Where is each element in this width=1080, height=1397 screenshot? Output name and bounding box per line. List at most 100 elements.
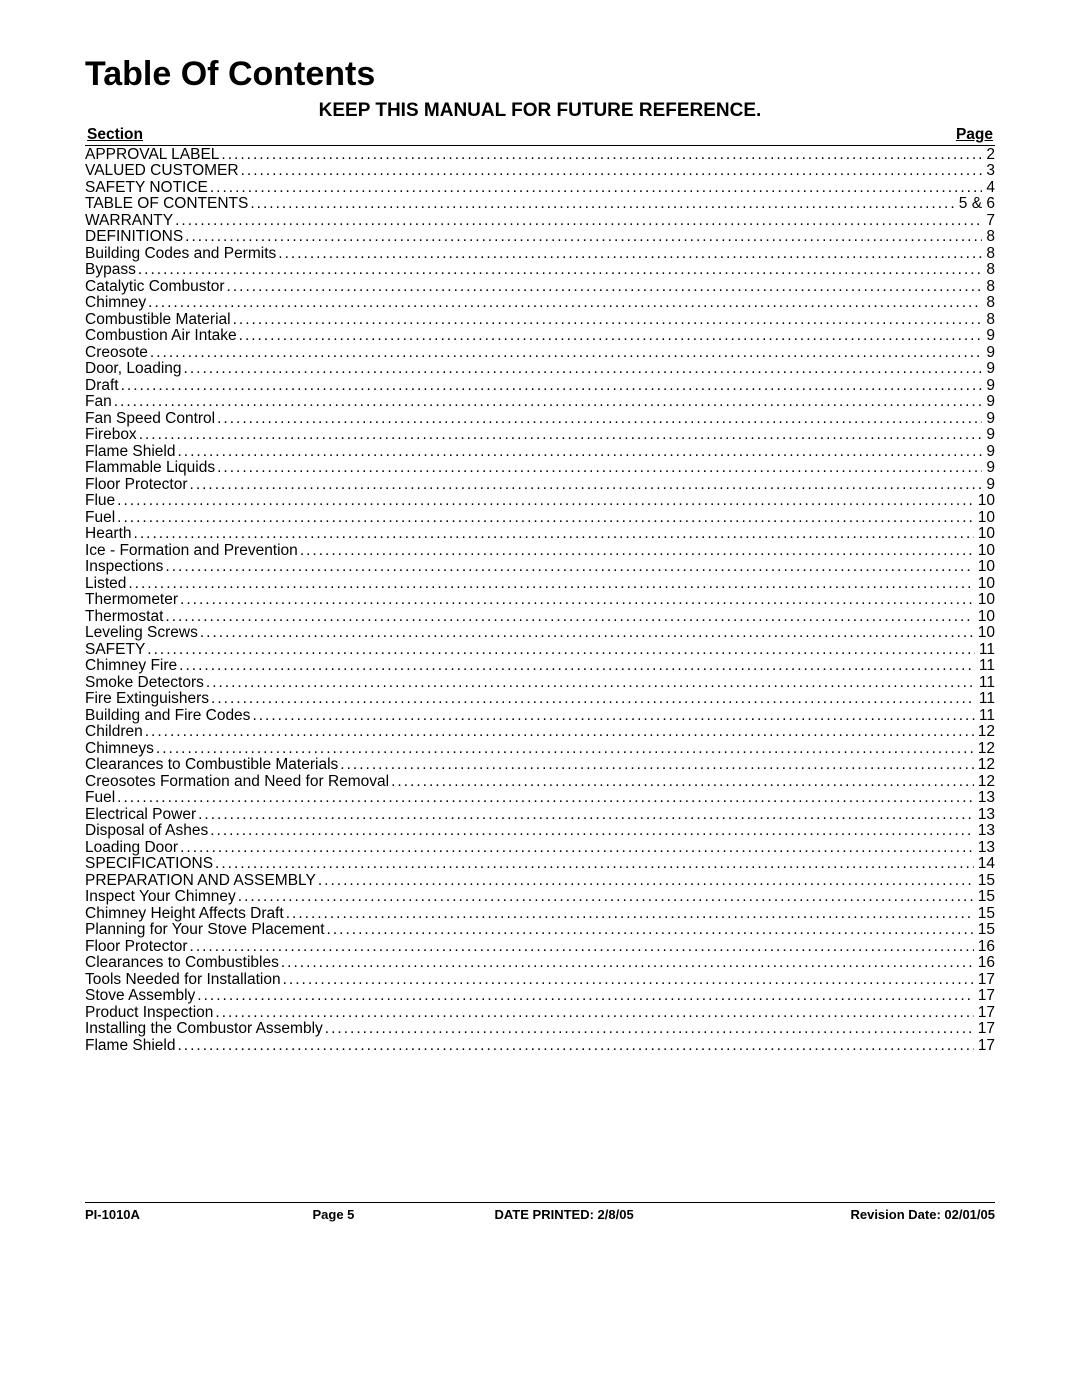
toc-page-number: 9 — [982, 328, 995, 344]
toc-label: Floor Protector — [85, 477, 188, 493]
toc-leader-dots — [281, 972, 974, 988]
toc-label: Building Codes and Permits — [85, 246, 276, 262]
toc-leader-dots — [213, 856, 974, 872]
toc-row: Flame Shield 17 — [85, 1037, 995, 1054]
toc-label: TABLE OF CONTENTS — [85, 196, 248, 212]
toc-row: Floor Protector16 — [85, 938, 995, 955]
toc-page-number: 10 — [974, 592, 995, 608]
toc-page-number: 14 — [974, 856, 995, 872]
toc-leader-dots — [208, 823, 974, 839]
toc-label: Chimney — [85, 295, 146, 311]
toc-page-number: 9 — [982, 411, 995, 427]
toc-row: Fan Speed Control9 — [85, 410, 995, 427]
toc-leader-dots — [178, 840, 974, 856]
toc-header-row: Section Page — [85, 126, 995, 146]
toc-row: Thermostat10 — [85, 608, 995, 625]
toc-row: Clearances to Combustible Materials12 — [85, 757, 995, 774]
toc-row: Firebox9 — [85, 427, 995, 444]
toc-row: Leveling Screws10 — [85, 625, 995, 642]
toc-row: DEFINITIONS8 — [85, 229, 995, 246]
toc-label: WARRANTY — [85, 213, 173, 229]
toc-label: Thermostat — [85, 609, 163, 625]
toc-page-number: 11 — [975, 675, 995, 691]
toc-row: Door, Loading9 — [85, 361, 995, 378]
toc-leader-dots — [215, 460, 982, 476]
toc-row: WARRANTY7 — [85, 212, 995, 229]
toc-leader-dots — [316, 873, 974, 889]
toc-page-number: 8 — [982, 312, 995, 328]
toc-leader-dots — [196, 807, 974, 823]
toc-page-number: 10 — [974, 576, 995, 592]
toc-leader-dots — [323, 1021, 974, 1037]
toc-row: PREPARATION AND ASSEMBLY15 — [85, 872, 995, 889]
toc-leader-dots — [188, 477, 983, 493]
toc-page-number: 15 — [974, 906, 995, 922]
toc-label: SAFETY NOTICE — [85, 180, 208, 196]
toc-page-number: 17 — [974, 1038, 995, 1054]
toc-row: Chimneys12 — [85, 740, 995, 757]
toc-page-number: 17 — [974, 1021, 995, 1037]
toc-leader-dots — [279, 955, 974, 971]
toc-page-number: 15 — [974, 922, 995, 938]
toc-label: SAFETY — [85, 642, 145, 658]
toc-leader-dots — [338, 757, 973, 773]
toc-page-number: 12 — [974, 774, 995, 790]
toc-label: Listed — [85, 576, 126, 592]
toc-leader-dots — [154, 741, 974, 757]
toc-leader-dots — [177, 658, 975, 674]
toc-leader-dots — [239, 163, 983, 179]
toc-label: SPECIFICATIONS — [85, 856, 213, 872]
toc-label: Draft — [85, 378, 119, 394]
toc-row: Combustion Air Intake9 — [85, 328, 995, 345]
toc-leader-dots — [236, 889, 974, 905]
toc-row: Draft9 — [85, 377, 995, 394]
toc-leader-dots — [175, 1038, 973, 1054]
toc-row: Creosotes Formation and Need for Removal… — [85, 773, 995, 790]
toc-leader-dots — [188, 939, 974, 955]
toc-page-number: 10 — [974, 625, 995, 641]
toc-page-number: 17 — [974, 1005, 995, 1021]
toc-leader-dots — [173, 213, 982, 229]
toc-row: Smoke Detectors11 — [85, 674, 995, 691]
toc-leader-dots — [284, 906, 974, 922]
toc-page-number: 8 — [982, 246, 995, 262]
toc-row: Building Codes and Permits 8 — [85, 245, 995, 262]
footer-printed: DATE PRINTED: 2/8/05 — [495, 1207, 768, 1222]
page-footer: PI-1010A Page 5 DATE PRINTED: 2/8/05 Rev… — [85, 1202, 995, 1222]
toc-page-number: 13 — [974, 840, 995, 856]
toc-page-number: 16 — [974, 939, 995, 955]
toc-page-number: 11 — [975, 642, 995, 658]
toc-leader-dots — [115, 510, 974, 526]
toc-row: Disposal of Ashes13 — [85, 823, 995, 840]
toc-label: Chimney Fire — [85, 658, 177, 674]
toc-label: Planning for Your Stove Placement — [85, 922, 325, 938]
toc-label: Chimneys — [85, 741, 154, 757]
toc-label: Flame Shield — [85, 444, 175, 460]
toc-leader-dots — [237, 328, 983, 344]
toc-row: Tools Needed for Installation17 — [85, 971, 995, 988]
toc-label: Flame Shield — [85, 1038, 175, 1054]
toc-row: Inspections10 — [85, 559, 995, 576]
toc-row: SAFETY NOTICE4 — [85, 179, 995, 196]
toc-leader-dots — [148, 345, 982, 361]
toc-row: Chimney8 — [85, 295, 995, 312]
toc-label: Electrical Power — [85, 807, 196, 823]
toc-row: VALUED CUSTOMER3 — [85, 163, 995, 180]
toc-row: SAFETY 11 — [85, 641, 995, 658]
toc-row: Listed 10 — [85, 575, 995, 592]
toc-label: Chimney Height Affects Draft — [85, 906, 284, 922]
toc-row: Chimney Fire11 — [85, 658, 995, 675]
toc-label: Inspect Your Chimney — [85, 889, 236, 905]
toc-leader-dots — [248, 196, 954, 212]
toc-page-number: 5 & 6 — [955, 196, 995, 212]
toc-label: Fan — [85, 394, 112, 410]
toc-leader-dots — [182, 361, 983, 377]
toc-label: Inspections — [85, 559, 163, 575]
toc-label: Firebox — [85, 427, 137, 443]
toc-label: Flammable Liquids — [85, 460, 215, 476]
toc-label: Door, Loading — [85, 361, 182, 377]
toc-page-number: 8 — [982, 279, 995, 295]
toc-leader-dots — [163, 609, 973, 625]
toc-page-number: 8 — [982, 229, 995, 245]
subtitle: KEEP THIS MANUAL FOR FUTURE REFERENCE. — [85, 100, 995, 122]
